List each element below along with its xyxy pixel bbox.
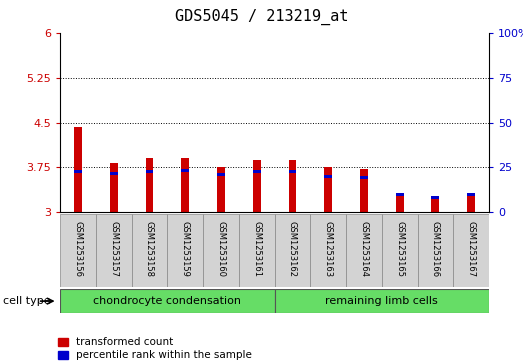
Bar <box>253 160 260 212</box>
Text: GSM1253167: GSM1253167 <box>467 221 475 277</box>
Text: cell type: cell type <box>3 296 50 306</box>
Bar <box>167 214 203 287</box>
Bar <box>346 214 382 287</box>
Bar <box>360 176 368 179</box>
Bar <box>310 214 346 287</box>
Legend: transformed count, percentile rank within the sample: transformed count, percentile rank withi… <box>58 337 252 360</box>
Bar <box>96 214 132 287</box>
Bar <box>431 196 439 199</box>
Bar <box>382 214 417 287</box>
Text: GSM1253157: GSM1253157 <box>109 221 118 277</box>
Bar <box>453 214 489 287</box>
Bar <box>110 172 118 175</box>
Bar <box>253 170 260 173</box>
Bar <box>132 214 167 287</box>
Text: GSM1253156: GSM1253156 <box>74 221 83 277</box>
Bar <box>275 289 489 313</box>
Bar <box>60 289 275 313</box>
Text: GSM1253164: GSM1253164 <box>359 221 368 277</box>
Bar <box>324 175 332 178</box>
Bar <box>360 169 368 212</box>
Bar <box>396 193 404 196</box>
Bar <box>181 159 189 212</box>
Bar <box>396 196 404 212</box>
Text: GSM1253160: GSM1253160 <box>217 221 225 277</box>
Bar <box>74 170 82 173</box>
Bar <box>417 214 453 287</box>
Bar <box>145 170 153 173</box>
Text: GDS5045 / 213219_at: GDS5045 / 213219_at <box>175 9 348 25</box>
Text: chondrocyte condensation: chondrocyte condensation <box>94 296 241 306</box>
Bar <box>324 167 332 212</box>
Bar <box>289 160 297 212</box>
Text: GSM1253166: GSM1253166 <box>431 221 440 277</box>
Text: GSM1253159: GSM1253159 <box>181 221 190 277</box>
Bar <box>289 170 297 173</box>
Text: GSM1253163: GSM1253163 <box>324 221 333 277</box>
Bar <box>239 214 275 287</box>
Bar <box>74 127 82 212</box>
Bar <box>181 169 189 172</box>
Bar <box>60 214 96 287</box>
Bar <box>110 163 118 212</box>
Bar <box>217 167 225 212</box>
Text: GSM1253161: GSM1253161 <box>252 221 261 277</box>
Bar <box>467 193 475 196</box>
Bar <box>431 199 439 212</box>
Bar <box>217 174 225 176</box>
Text: GSM1253165: GSM1253165 <box>395 221 404 277</box>
Text: remaining limb cells: remaining limb cells <box>325 296 438 306</box>
Text: GSM1253162: GSM1253162 <box>288 221 297 277</box>
Bar <box>275 214 310 287</box>
Text: GSM1253158: GSM1253158 <box>145 221 154 277</box>
Bar <box>145 159 153 212</box>
Bar <box>467 196 475 212</box>
Bar <box>203 214 239 287</box>
